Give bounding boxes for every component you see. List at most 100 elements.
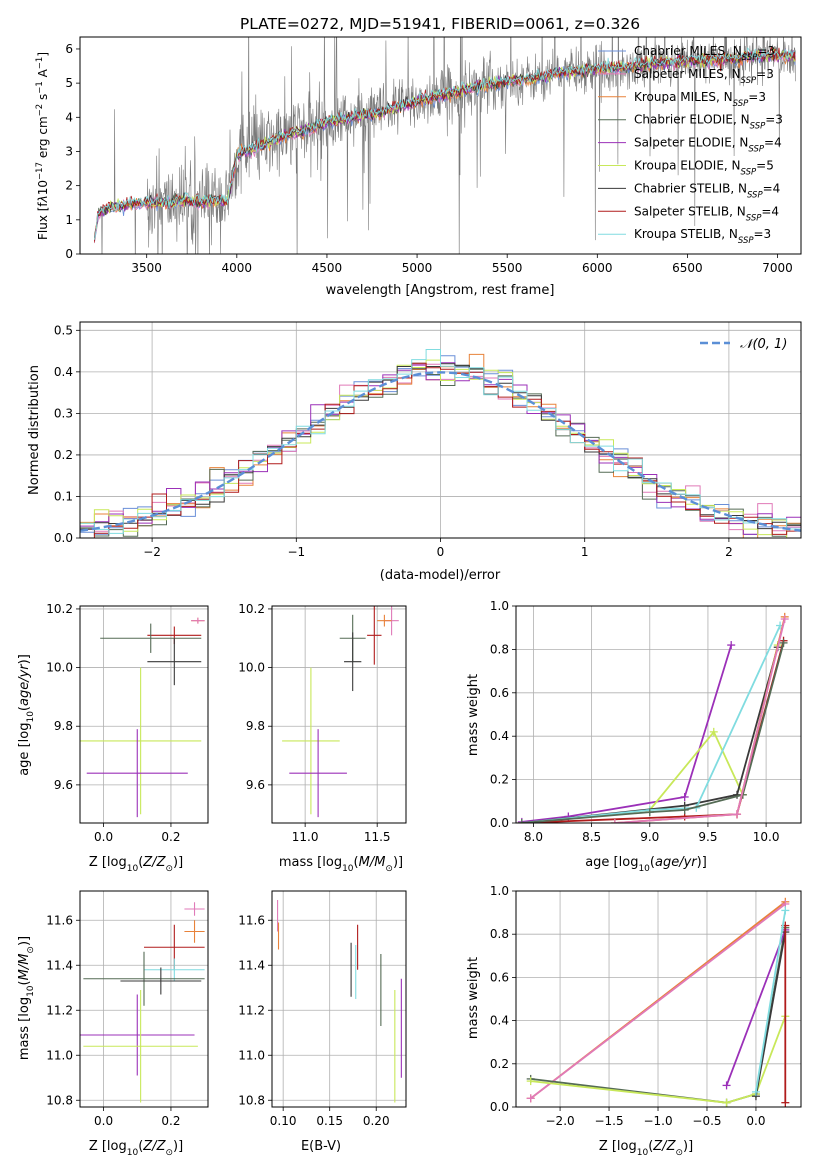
normal-curve xyxy=(80,371,801,532)
series-kroupa-stelib xyxy=(751,906,790,1096)
y-tick-label: 0.6 xyxy=(490,686,509,700)
series-line xyxy=(725,929,787,1086)
series-salpeter-miles xyxy=(610,615,789,823)
x-tick-label: 1 xyxy=(581,545,589,559)
y-tick-label: 3 xyxy=(65,144,73,158)
y-tick-label: 0.4 xyxy=(490,1014,509,1028)
y-tick-label: 0.0 xyxy=(490,816,509,830)
y-tick-label: 0.2 xyxy=(490,1057,509,1071)
errorbar-salpeter-stelib xyxy=(367,606,382,665)
y-tick-label: 11.0 xyxy=(46,1048,73,1062)
y-tick-label: 6 xyxy=(65,42,73,56)
massweight-vs-age-ylabel: mass weight xyxy=(466,674,481,756)
series-line xyxy=(755,910,787,1093)
y-tick-label: 0.3 xyxy=(54,406,73,420)
axes-frame xyxy=(79,890,209,1108)
series-line xyxy=(755,931,787,1097)
errorbar-kroupa-miles xyxy=(184,920,205,943)
y-tick-label: 0.0 xyxy=(490,1100,509,1114)
x-tick-label: 0.0 xyxy=(746,1114,765,1128)
x-tick-label: 5000 xyxy=(402,261,433,275)
series-chabrier-elodie xyxy=(517,638,788,823)
y-tick-label: 2 xyxy=(65,179,73,193)
massweight-vs-z-panel: −2.0 −1.5 −1.0 −0.5 0.0 0.0 0.2 0.4 0.6 0.8 1.0 xyxy=(490,884,802,1128)
y-tick-label: 0.5 xyxy=(54,323,73,337)
axes-frame xyxy=(515,605,802,824)
y-tick-label: 0.6 xyxy=(490,970,509,984)
y-tick-label: 10.2 xyxy=(238,602,265,616)
errorbar-chabrier-stelib xyxy=(344,632,362,692)
errorbar-kroupa-elodie xyxy=(80,667,202,815)
errorbar-chabrier-elodie xyxy=(100,623,202,653)
age-vs-mass-xlabel: mass [log10(M/M⊙)] xyxy=(279,855,403,874)
errorbar-kroupa-stelib xyxy=(144,958,205,981)
spectrum-model-line-kroupa-stelib xyxy=(94,47,796,240)
y-tick-label: 10.2 xyxy=(46,602,73,616)
axes-frame xyxy=(515,890,802,1108)
age-vs-z-ylabel: age [log10(age/yr)] xyxy=(17,654,36,776)
residuals-ylabel: Normed distribution xyxy=(27,365,42,495)
x-tick-label: 9.0 xyxy=(640,830,659,844)
x-tick-label: 11.0 xyxy=(292,830,319,844)
errorbar-chabrier-stelib xyxy=(120,967,202,995)
x-tick-label: 7000 xyxy=(762,261,793,275)
residuals-panel: −2 −1 0 1 2 0.0 0.1 0.2 0.3 0.4 0.5 𝒩(0, 1) (data-m… xyxy=(27,321,802,583)
errorbar-salpeter-miles xyxy=(191,617,205,624)
mass-vs-z-ylabel: mass [log10(M/M⊙)] xyxy=(17,936,36,1060)
errorbar-kroupa-elodie xyxy=(83,990,198,1103)
y-tick-label: 1.0 xyxy=(490,599,509,613)
y-tick-label: 10.8 xyxy=(46,1093,73,1107)
y-tick-label: 10.8 xyxy=(238,1093,265,1107)
y-tick-label: 9.6 xyxy=(246,778,265,792)
y-tick-label: 0.8 xyxy=(490,642,509,656)
spectrum-title: PLATE=0272, MJD=51941, FIBERID=0061, z=0… xyxy=(240,15,640,33)
x-tick-label: 4000 xyxy=(222,261,253,275)
y-tick-label: 11.4 xyxy=(238,958,265,972)
x-tick-label: 8.5 xyxy=(582,830,601,844)
x-tick-label: 0.20 xyxy=(363,1114,390,1128)
age-vs-z-panel: 0.0 0.2 9.6 9.8 10.0 10.2 xyxy=(46,602,209,844)
y-tick-label: 0.1 xyxy=(54,489,73,503)
x-tick-label: −2 xyxy=(143,545,161,559)
axes-frame xyxy=(271,890,407,1108)
massweight-vs-age-xlabel: age [log10(age/yr)] xyxy=(585,855,707,874)
axes-frame xyxy=(271,605,407,824)
y-tick-label: 11.6 xyxy=(238,913,265,927)
x-tick-label: 0.0 xyxy=(94,1114,113,1128)
residual-histogram-kroupa-stelib xyxy=(80,349,801,534)
y-tick-label: 9.8 xyxy=(246,719,265,733)
massweight-vs-z-xlabel: Z [log10(Z/Z⊙)] xyxy=(599,1139,693,1158)
residuals-xlabel: (data-model)/error xyxy=(380,568,501,583)
x-tick-label: 6500 xyxy=(672,261,703,275)
y-tick-label: 10.0 xyxy=(46,661,73,675)
series-line xyxy=(521,625,781,823)
x-tick-label: −1.0 xyxy=(643,1114,672,1128)
x-tick-label: −1 xyxy=(287,545,305,559)
y-tick-label: 0 xyxy=(65,247,73,261)
series-line xyxy=(530,903,786,1100)
y-tick-label: 9.8 xyxy=(54,719,73,733)
x-tick-label: 0.15 xyxy=(316,1114,343,1128)
y-tick-label: 0.2 xyxy=(490,773,509,787)
errorbar-salpeter-miles xyxy=(184,902,205,916)
x-tick-label: −0.5 xyxy=(692,1114,721,1128)
y-tick-label: 11.6 xyxy=(46,913,73,927)
mass-vs-z-xlabel: Z [log10(Z/Z⊙)] xyxy=(89,1139,183,1158)
y-tick-label: 0.4 xyxy=(54,365,73,379)
x-tick-label: 0.0 xyxy=(94,830,113,844)
age-vs-mass-panel: 11.0 11.5 9.6 9.8 10.0 10.2 xyxy=(238,602,407,844)
axes-frame xyxy=(79,605,209,824)
x-tick-label: −1.5 xyxy=(594,1114,623,1128)
legend-entry-normal: 𝒩(0, 1) xyxy=(740,337,787,352)
errorbar-kroupa-elodie xyxy=(282,667,340,815)
massweight-vs-z-ylabel: mass weight xyxy=(466,957,481,1039)
x-tick-label: 10.0 xyxy=(753,830,780,844)
errorbar-salpeter-elodie xyxy=(86,729,188,818)
errorbar-chabrier-stelib xyxy=(147,638,202,686)
errorbar-kroupa-miles xyxy=(377,614,392,627)
y-tick-label: 11.0 xyxy=(238,1048,265,1062)
x-tick-label: 0.2 xyxy=(161,1114,180,1128)
massweight-vs-age-panel: 8.0 8.5 9.0 9.5 10.0 0.0 0.2 0.4 0.6 0.8 1.0 xyxy=(490,599,802,844)
x-tick-label: 8.0 xyxy=(524,830,543,844)
